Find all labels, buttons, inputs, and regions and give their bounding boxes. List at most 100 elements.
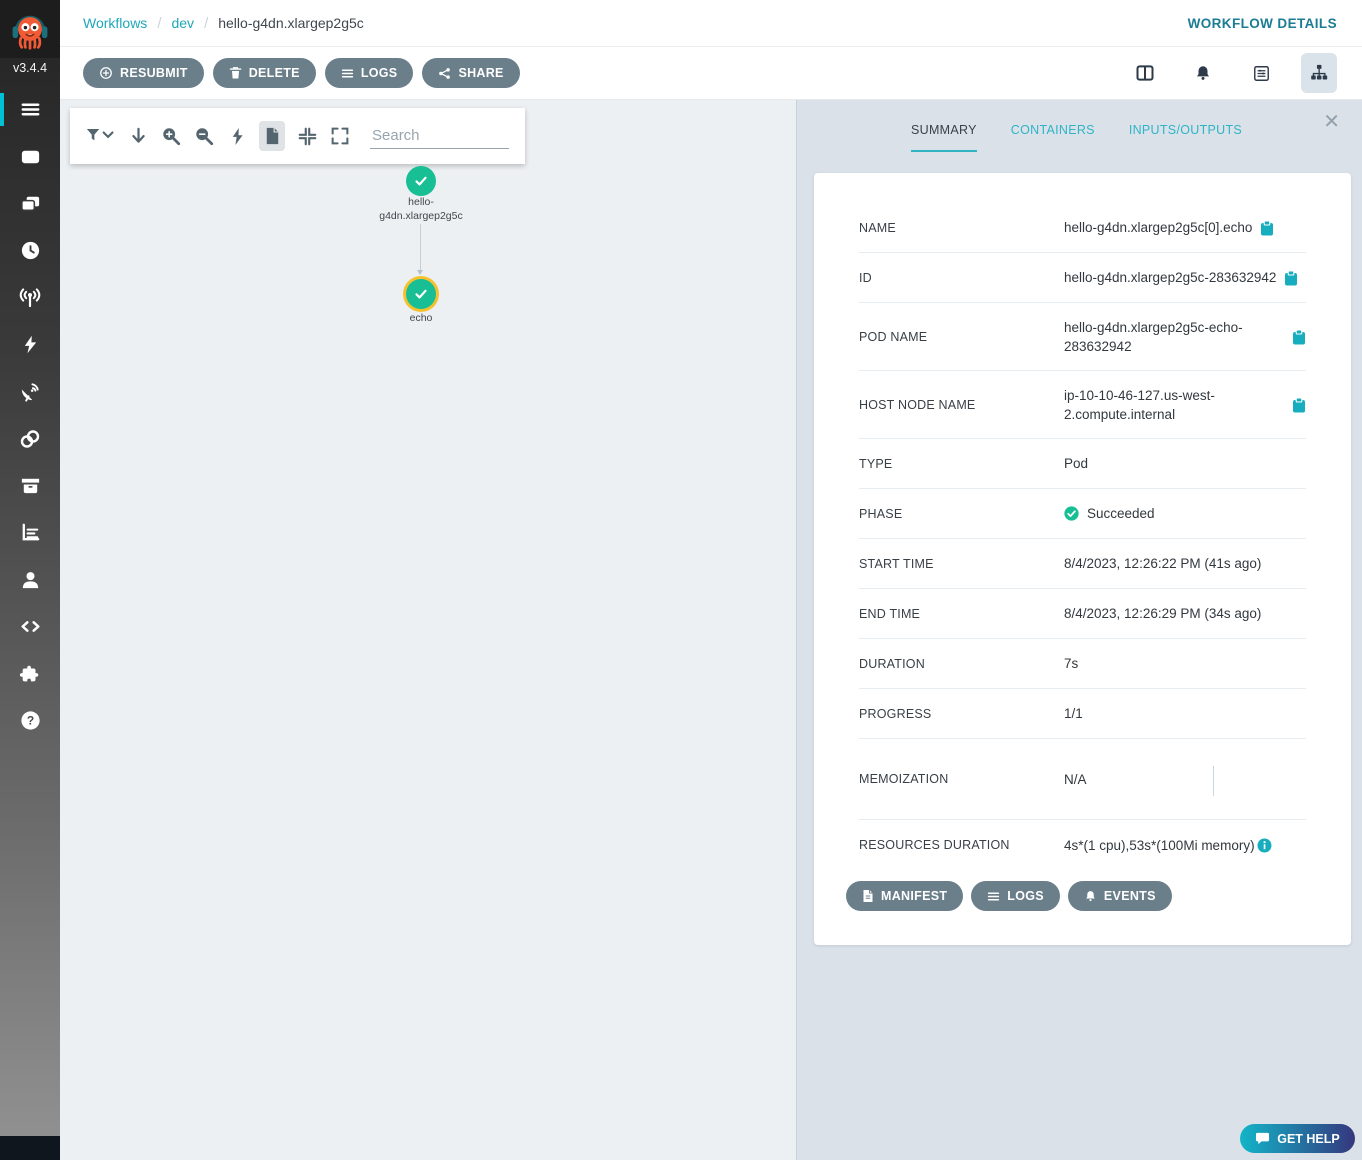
summary-row: NAME hello-g4dn.xlargep2g5c[0].echo [859, 203, 1306, 253]
share-button[interactable]: SHARE [422, 58, 520, 88]
columns-icon[interactable] [1127, 53, 1163, 93]
sidebar-nav: ? [0, 86, 60, 744]
row-label: DURATION [859, 656, 925, 671]
zoom-in-icon[interactable] [160, 124, 182, 148]
chat-icon [1256, 1132, 1270, 1144]
details-panel: SUMMARY CONTAINERS INPUTS/OUTPUTS ✕ NAME… [796, 100, 1362, 1160]
file-icon [863, 890, 873, 902]
bolt-icon[interactable] [226, 124, 248, 148]
app-version: v3.4.4 [12, 61, 48, 75]
graph-search [370, 123, 509, 149]
argo-octopus-logo [12, 15, 48, 50]
tab-inputs-outputs[interactable]: INPUTS/OUTPUTS [1128, 123, 1243, 137]
summary-row: DURATION 7s [859, 639, 1306, 689]
argo-logo[interactable] [0, 0, 60, 58]
share-label: SHARE [458, 66, 504, 80]
check-icon [415, 176, 427, 186]
manifest-button[interactable]: MANIFEST [846, 881, 964, 911]
logs-button-panel[interactable]: LOGS [971, 881, 1060, 911]
summary-card: NAME hello-g4dn.xlargep2g5c[0].echo ID h… [814, 173, 1351, 945]
breadcrumb-workflows[interactable]: Workflows [83, 15, 148, 31]
sidebar-item-reports[interactable] [0, 509, 60, 556]
search-input[interactable] [370, 123, 509, 149]
view-switcher [1127, 53, 1337, 93]
report-form-icon[interactable] [1243, 53, 1279, 93]
resubmit-label: RESUBMIT [120, 66, 188, 80]
graph-node-root-label: hello-g4dn.xlargep2g5c [379, 196, 463, 222]
sitemap-icon[interactable] [1301, 53, 1337, 93]
copy-icon[interactable] [1292, 328, 1306, 345]
sidebar-item-cron-workflows[interactable] [0, 227, 60, 274]
sidebar-item-user[interactable] [0, 556, 60, 603]
plus-circle-icon [100, 67, 112, 79]
bell-icon [1086, 891, 1095, 902]
sidebar-item-help[interactable]: ? [0, 697, 60, 744]
clock-icon [21, 241, 39, 260]
row-value-text: 7s [1064, 656, 1079, 671]
row-value: Succeeded [1064, 504, 1306, 523]
sidebar-item-event-sources[interactable] [0, 368, 60, 415]
sidebar-item-workflow-templates[interactable] [0, 133, 60, 180]
row-value-text: N/A [1064, 771, 1087, 787]
copy-icon[interactable] [1292, 396, 1306, 413]
trash-icon [229, 67, 241, 79]
logs-button[interactable]: LOGS [324, 58, 414, 88]
row-label: ID [859, 270, 872, 285]
tab-summary[interactable]: SUMMARY [911, 100, 977, 160]
breadcrumb-namespace[interactable]: dev [171, 15, 195, 31]
share-icon [439, 67, 451, 79]
sidebar-item-event-bus[interactable] [0, 415, 60, 462]
row-value-text: hello-g4dn.xlargep2g5c-echo-283632942 [1064, 319, 1243, 354]
sidebar-item-plugins[interactable] [0, 650, 60, 697]
get-help-button[interactable]: GET HELP [1240, 1124, 1355, 1153]
row-value: 8/4/2023, 12:26:22 PM (41s ago) [1064, 554, 1306, 573]
graph-node-root[interactable] [406, 166, 436, 196]
row-label: RESOURCES DURATION [859, 838, 1010, 852]
arrow-down-icon[interactable] [127, 124, 149, 148]
bell-icon[interactable] [1185, 53, 1221, 93]
bolt-icon [24, 335, 36, 354]
summary-row: RESOURCES DURATION 4s*(1 cpu),53s*(100Mi… [859, 820, 1306, 870]
tab-containers[interactable]: CONTAINERS [1010, 123, 1095, 137]
row-value-text: Succeeded [1087, 506, 1155, 521]
resubmit-button[interactable]: RESUBMIT [83, 58, 204, 88]
document-icon[interactable] [259, 121, 285, 151]
expand-icon[interactable] [329, 124, 351, 148]
compress-icon[interactable] [296, 124, 318, 148]
row-label: NAME [859, 220, 896, 235]
delete-button[interactable]: DELETE [212, 58, 316, 88]
row-label: END TIME [859, 606, 921, 621]
info-icon[interactable] [1257, 838, 1272, 853]
sidebar-item-cluster-templates[interactable] [0, 180, 60, 227]
events-button[interactable]: EVENTS [1067, 881, 1172, 911]
zoom-out-icon[interactable] [193, 124, 215, 148]
summary-row: HOST NODE NAME ip-10-10-46-127.us-west-2… [859, 371, 1306, 439]
sidebar-item-sensors[interactable] [0, 321, 60, 368]
success-icon [1064, 506, 1079, 521]
sidebar-item-api-docs[interactable] [0, 603, 60, 650]
sidebar-item-workflows[interactable] [0, 86, 60, 133]
row-label: PROGRESS [859, 706, 932, 721]
graph-node-echo[interactable] [406, 279, 436, 309]
sidebar-item-archived-workflows[interactable] [0, 462, 60, 509]
filter-icon[interactable] [86, 124, 116, 148]
card-buttons: MANIFEST LOGS EVENTS [846, 881, 1172, 911]
sidebar-item-event-flow[interactable] [0, 274, 60, 321]
row-value-text: 1/1 [1064, 706, 1083, 721]
user-icon [22, 572, 38, 589]
copy-icon[interactable] [1284, 269, 1298, 286]
graph-edge [420, 224, 421, 270]
archive-icon [21, 478, 39, 494]
sidebar-footer [0, 1136, 60, 1160]
close-icon[interactable]: ✕ [1323, 111, 1340, 133]
breadcrumb-separator: / [204, 14, 209, 32]
help-icon: ? [20, 711, 40, 730]
row-value: hello-g4dn.xlargep2g5c-echo-283632942 [1064, 318, 1306, 356]
row-value-text: 4s*(1 cpu),53s*(100Mi memory) [1064, 837, 1255, 853]
copy-icon[interactable] [1260, 219, 1274, 236]
row-value: hello-g4dn.xlargep2g5c-283632942 [1064, 268, 1306, 287]
page-title: WORKFLOW DETAILS [1187, 15, 1337, 31]
summary-row: PHASE Succeeded [859, 489, 1306, 539]
row-value: hello-g4dn.xlargep2g5c[0].echo [1064, 218, 1306, 237]
